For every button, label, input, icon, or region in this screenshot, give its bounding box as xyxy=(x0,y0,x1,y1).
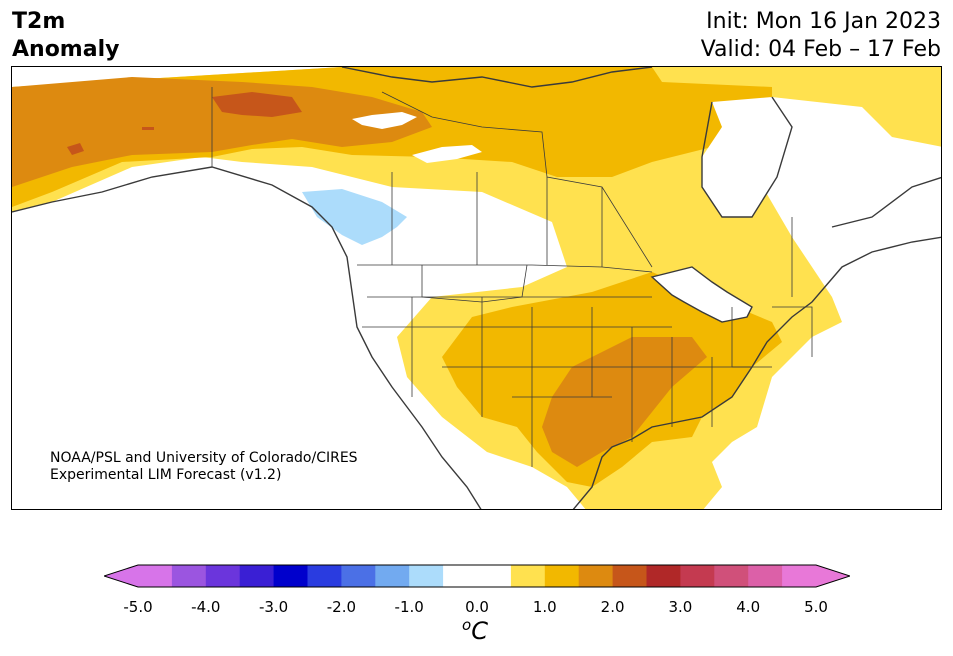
colorbar-tick-label: 3.0 xyxy=(668,598,693,616)
colorbar-tick-label: -4.0 xyxy=(191,598,221,616)
colorbar-tick-label: 1.0 xyxy=(532,598,557,616)
colorbar-cell xyxy=(477,565,512,587)
colorbar-cell xyxy=(578,565,614,587)
colorbar-cell xyxy=(510,565,546,587)
colorbar-outline xyxy=(104,564,850,588)
great-lakes xyxy=(652,267,752,322)
colorbar-tick-label: -1.0 xyxy=(394,598,424,616)
colorbar-cell xyxy=(680,565,715,587)
colorbar-unit: oC xyxy=(462,616,488,645)
colorbar-cell xyxy=(612,565,647,587)
colorbar-cell xyxy=(307,565,342,587)
anomaly-region-plus-1-5-south xyxy=(542,337,707,467)
colorbar-cell xyxy=(375,565,410,587)
colorbar-cell xyxy=(409,565,444,587)
date-info: Init: Mon 16 Jan 2023 Valid: 04 Feb – 17… xyxy=(701,8,941,64)
credit-line-1: NOAA/PSL and University of Colorado/CIRE… xyxy=(50,450,358,466)
colorbar-tick-label: 5.0 xyxy=(804,598,828,616)
colorbar-cell xyxy=(341,565,376,587)
title-line-2: Anomaly xyxy=(12,37,120,62)
init-date: Init: Mon 16 Jan 2023 xyxy=(706,9,941,34)
anomaly-region-plus-2-0-alaska xyxy=(67,143,84,155)
lake-shape-1 xyxy=(352,112,417,129)
colorbar-cell xyxy=(443,565,478,587)
colorbar-tick-label: -5.0 xyxy=(123,598,153,616)
colorbar-extend-low xyxy=(104,565,138,587)
anomaly-region-plus-2-0-dot xyxy=(142,127,154,130)
colorbar-cell xyxy=(171,565,207,587)
colorbar-cell xyxy=(239,565,275,587)
anomaly-region-plus-1-5 xyxy=(12,77,432,187)
colorbar-cell xyxy=(748,565,783,587)
colorbar-cell xyxy=(714,565,749,587)
anomaly-region-minus-1-0 xyxy=(302,189,407,245)
anomaly-map: NOAA/PSL and University of Colorado/CIRE… xyxy=(11,66,942,510)
colorbar-tick-label: -3.0 xyxy=(258,598,289,616)
hudson-bay xyxy=(702,97,792,217)
credit-line-2: Experimental LIM Forecast (v1.2) xyxy=(50,467,282,483)
colorbar-tick-label: -2.0 xyxy=(326,598,357,616)
political-boundaries xyxy=(211,87,813,467)
anomaly-region-plus-2-0 xyxy=(212,92,302,117)
colorbar-cell xyxy=(205,565,241,587)
colorbar-cell xyxy=(646,565,681,587)
title-line-1: T2m xyxy=(12,9,66,34)
colorbar-cell xyxy=(273,565,308,587)
colorbar-ticks: -5.0 -4.0 -3.0 -2.0 -1.0 0.0 1.0 2.0 3.0 4.0 5.0 xyxy=(0,598,953,618)
lake-shape-2 xyxy=(412,145,482,163)
colorbar-extend-high xyxy=(816,565,850,587)
colorbar-tick-label: 4.0 xyxy=(736,598,761,616)
colorbar-tick-label: 0.0 xyxy=(465,598,489,616)
colorbar-cell xyxy=(782,565,817,587)
credit-text: NOAA/PSL and University of Colorado/CIRE… xyxy=(50,450,358,484)
title: T2m Anomaly xyxy=(12,8,119,64)
colorbar-cell xyxy=(544,565,580,587)
colorbar xyxy=(104,564,850,588)
colorbar-cell xyxy=(138,565,173,587)
map-canvas xyxy=(12,67,941,509)
colorbar-tick-label: 2.0 xyxy=(600,598,625,616)
coastlines xyxy=(12,67,941,509)
valid-period: Valid: 04 Feb – 17 Feb xyxy=(700,37,941,62)
